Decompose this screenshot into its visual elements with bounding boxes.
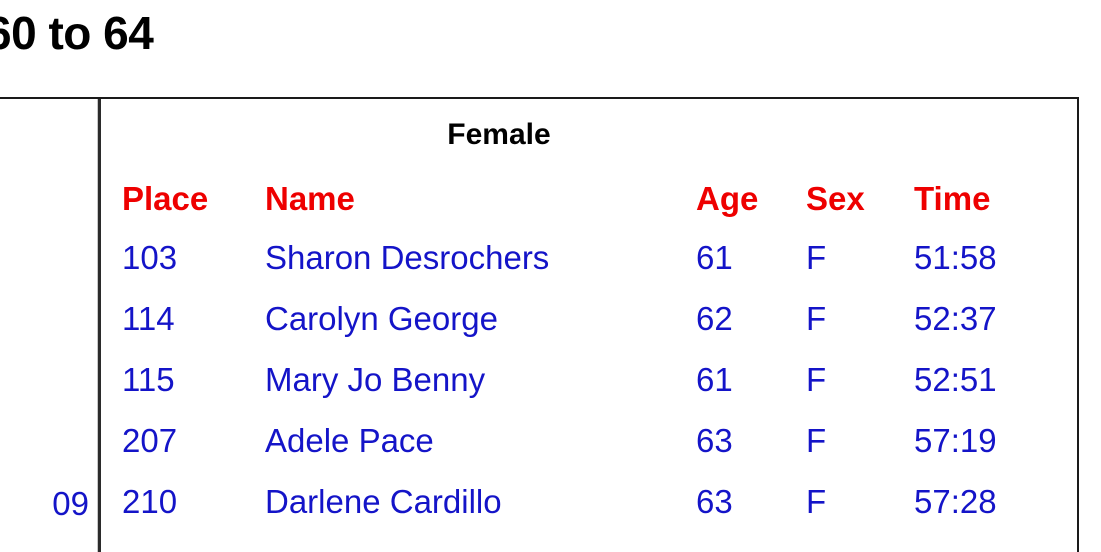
cell-sex: F xyxy=(806,360,827,398)
cell-time: 52:37 xyxy=(914,299,997,337)
cell-place: 207 xyxy=(122,421,178,459)
table-row: 210 Darlene Cardillo 63 F 57:28 xyxy=(101,471,1094,532)
column-header-name[interactable]: Name xyxy=(265,180,355,217)
cell-age: 61 xyxy=(696,238,733,276)
left-column-fragment: 09 xyxy=(0,99,98,552)
cell-age: 61 xyxy=(696,360,733,398)
cell-sex: F xyxy=(806,421,827,459)
cell-place: 210 xyxy=(122,482,178,520)
page-title: 60 to 64 xyxy=(0,7,154,59)
cell-age: 63 xyxy=(696,421,733,459)
table-row: 103 Sharon Desrochers 61 F 51:58 xyxy=(101,227,1094,288)
cell-place: 114 xyxy=(122,299,175,337)
results-table-frame: 09 Female Place Name Age Sex Time 103 Sh… xyxy=(0,97,1079,552)
results-table-body: 103 Sharon Desrochers 61 F 51:58 114 Car… xyxy=(101,227,1094,532)
cell-name: Darlene Cardillo xyxy=(265,482,502,520)
cell-time: 57:28 xyxy=(914,482,997,520)
female-results-panel: Female Place Name Age Sex Time 103 Sharo… xyxy=(101,99,1077,552)
table-header-row: Place Name Age Sex Time xyxy=(101,171,1094,227)
cell-age: 62 xyxy=(696,299,733,337)
table-row: 114 Carolyn George 62 F 52:37 xyxy=(101,288,1094,349)
table-row: 207 Adele Pace 63 F 57:19 xyxy=(101,410,1094,471)
column-divider xyxy=(98,99,101,552)
cell-time: 51:58 xyxy=(914,238,997,276)
cell-time: 52:51 xyxy=(914,360,997,398)
cell-place: 103 xyxy=(122,238,178,276)
left-fragment-partial-value: 09 xyxy=(52,485,89,522)
column-header-sex[interactable]: Sex xyxy=(806,180,865,217)
cell-name: Sharon Desrochers xyxy=(265,238,550,276)
cell-sex: F xyxy=(806,238,827,276)
cell-age: 63 xyxy=(696,482,733,520)
table-row: 115 Mary Jo Benny 61 F 52:51 xyxy=(101,349,1094,410)
column-header-place[interactable]: Place xyxy=(122,180,209,217)
results-table: Place Name Age Sex Time 103 Sharon Desro… xyxy=(101,171,1094,532)
column-header-time[interactable]: Time xyxy=(914,180,991,217)
cell-name: Mary Jo Benny xyxy=(265,360,486,398)
cell-name: Adele Pace xyxy=(265,421,434,459)
group-heading-female: Female xyxy=(447,118,551,151)
cell-time: 57:19 xyxy=(914,421,997,459)
cell-sex: F xyxy=(806,299,827,337)
cell-name: Carolyn George xyxy=(265,299,498,337)
column-header-age[interactable]: Age xyxy=(696,180,759,217)
cell-sex: F xyxy=(806,482,827,520)
results-table-head: Place Name Age Sex Time xyxy=(101,171,1094,227)
cell-place: 115 xyxy=(122,360,175,398)
